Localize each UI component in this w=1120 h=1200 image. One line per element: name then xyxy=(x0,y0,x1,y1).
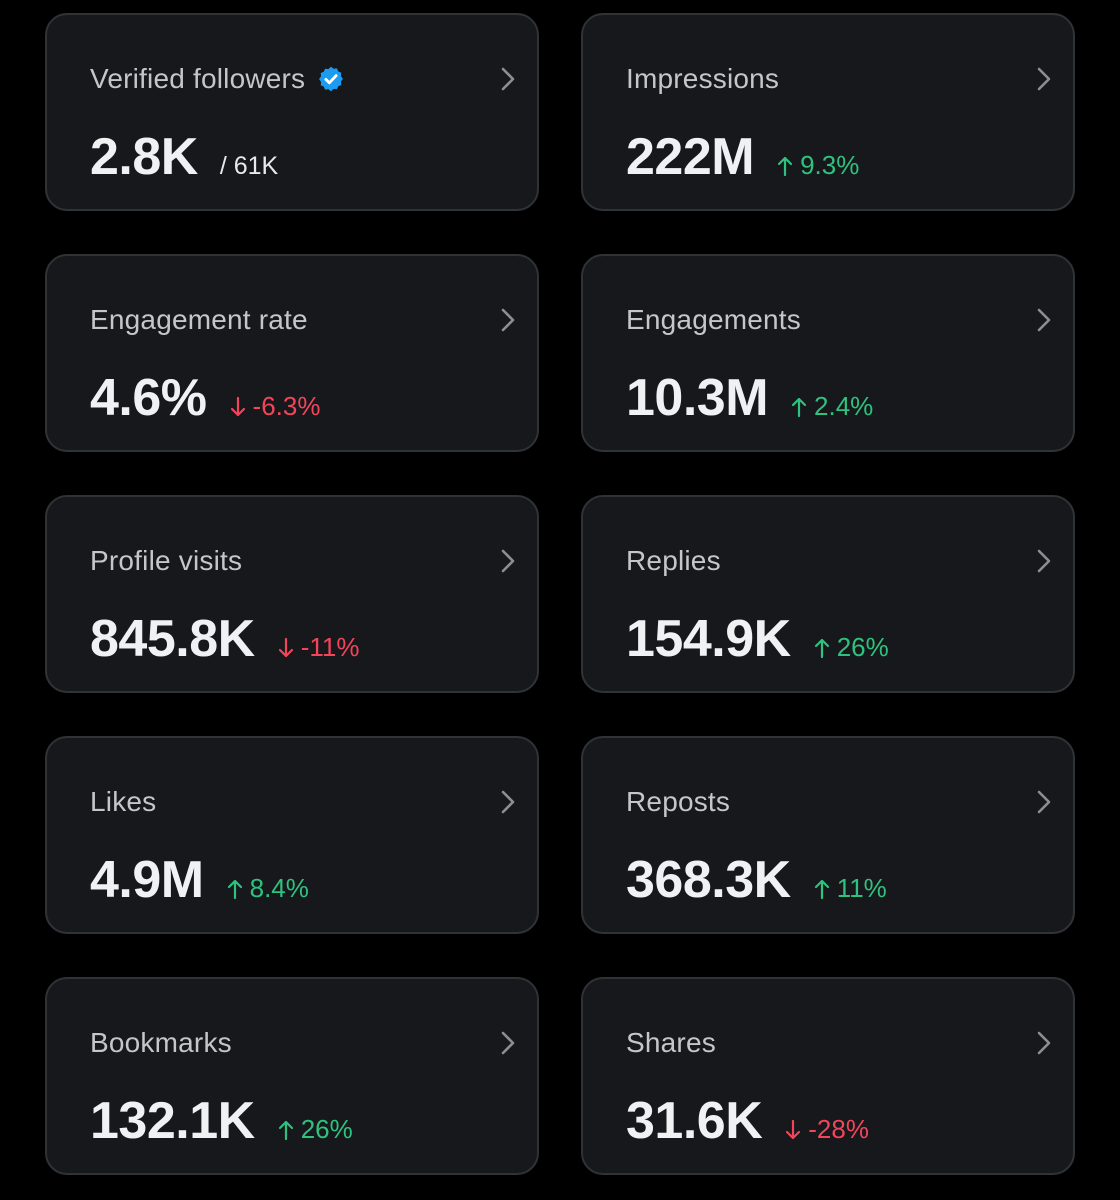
card-value-row: 4.6% -6.3% xyxy=(90,368,320,428)
card-delta-value: 26% xyxy=(836,632,889,662)
card-value-row: 154.9K 26% xyxy=(626,609,889,669)
card-delta: -11% xyxy=(277,632,360,663)
card-label: Verified followers xyxy=(90,63,306,94)
card-value-row: 31.6K -28% xyxy=(626,1091,869,1151)
card-delta-value: -11% xyxy=(300,632,360,662)
card-value-row: 132.1K 26% xyxy=(90,1091,353,1151)
card-engagements[interactable]: Engagements 10.3M 2.4% xyxy=(581,254,1075,452)
card-label: Engagements xyxy=(626,304,801,335)
card-value: 2.8K xyxy=(90,128,198,186)
chevron-right-icon[interactable] xyxy=(1033,306,1055,334)
card-header: Likes xyxy=(90,784,156,820)
arrow-down-icon xyxy=(230,396,245,417)
card-value-row: 2.8K / 61K xyxy=(90,127,278,187)
chevron-right-icon[interactable] xyxy=(1033,1029,1055,1057)
chevron-right-icon[interactable] xyxy=(497,1029,519,1057)
card-delta: 26% xyxy=(813,632,889,663)
card-header: Shares xyxy=(626,1025,716,1061)
card-label: Reposts xyxy=(626,786,731,817)
card-label: Replies xyxy=(626,545,721,576)
arrow-up-icon xyxy=(814,879,829,900)
card-delta-value: 26% xyxy=(300,1114,353,1144)
chevron-right-icon[interactable] xyxy=(497,788,519,816)
card-delta: 9.3% xyxy=(776,150,859,181)
card-delta: -28% xyxy=(784,1114,869,1145)
card-value-row: 222M 9.3% xyxy=(626,127,859,187)
card-label: Shares xyxy=(626,1027,716,1058)
card-delta-value: 11% xyxy=(836,873,887,903)
chevron-right-icon[interactable] xyxy=(1033,788,1055,816)
card-reposts[interactable]: Reposts 368.3K 11% xyxy=(581,736,1075,934)
card-header: Impressions xyxy=(626,61,779,97)
card-value-row: 4.9M 8.4% xyxy=(90,850,309,910)
card-engagement-rate[interactable]: Engagement rate 4.6% -6.3% xyxy=(45,254,539,452)
card-value: 4.9M xyxy=(90,851,204,909)
card-value: 154.9K xyxy=(626,610,791,668)
card-header: Replies xyxy=(626,543,721,579)
card-value-row: 368.3K 11% xyxy=(626,850,887,910)
card-impressions[interactable]: Impressions 222M 9.3% xyxy=(581,13,1075,211)
card-label: Impressions xyxy=(626,63,780,94)
arrow-up-icon xyxy=(791,397,807,418)
arrow-up-icon xyxy=(814,638,829,659)
chevron-right-icon[interactable] xyxy=(497,65,519,93)
card-value: 10.3M xyxy=(626,369,769,427)
card-delta-value: 8.4% xyxy=(249,873,309,903)
card-verified-followers[interactable]: Verified followers 2.8K / 61K xyxy=(45,13,539,211)
card-delta: 26% xyxy=(277,1114,353,1145)
card-label: Bookmarks xyxy=(90,1027,232,1058)
card-delta: -6.3% xyxy=(229,391,321,422)
card-value: 4.6% xyxy=(90,369,207,427)
card-bookmarks[interactable]: Bookmarks 132.1K 26% xyxy=(45,977,539,1175)
card-delta-value: -6.3% xyxy=(252,391,321,421)
card-label: Likes xyxy=(90,786,157,817)
card-likes[interactable]: Likes 4.9M 8.4% xyxy=(45,736,539,934)
card-profile-visits[interactable]: Profile visits 845.8K -11% xyxy=(45,495,539,693)
arrow-up-icon xyxy=(227,879,242,900)
card-value-row: 845.8K -11% xyxy=(90,609,359,669)
card-header: Reposts xyxy=(626,784,730,820)
card-header: Bookmarks xyxy=(90,1025,232,1061)
card-value: 368.3K xyxy=(626,851,791,909)
arrow-up-icon xyxy=(278,1120,293,1141)
arrow-up-icon xyxy=(777,156,793,177)
card-delta: 8.4% xyxy=(226,873,309,904)
card-delta: 2.4% xyxy=(790,391,873,422)
card-header: Engagements xyxy=(626,302,801,338)
metrics-grid: Verified followers 2.8K / 61K Impression… xyxy=(45,13,1075,1175)
card-delta-value: 9.3% xyxy=(800,150,860,180)
chevron-right-icon[interactable] xyxy=(1033,65,1055,93)
chevron-right-icon[interactable] xyxy=(497,306,519,334)
card-delta-value: 2.4% xyxy=(814,391,874,421)
card-header: Engagement rate xyxy=(90,302,308,338)
card-header: Profile visits xyxy=(90,543,242,579)
arrow-down-icon xyxy=(278,637,293,658)
chevron-right-icon[interactable] xyxy=(1033,547,1055,575)
arrow-down-icon xyxy=(786,1119,801,1140)
card-delta: 11% xyxy=(813,873,887,904)
card-label: Engagement rate xyxy=(90,304,308,335)
card-delta-value: -28% xyxy=(808,1114,869,1144)
card-label: Profile visits xyxy=(90,545,243,576)
card-value: 845.8K xyxy=(90,610,255,668)
card-value: 132.1K xyxy=(90,1092,255,1150)
card-shares[interactable]: Shares 31.6K -28% xyxy=(581,977,1075,1175)
card-value: 31.6K xyxy=(626,1092,763,1150)
chevron-right-icon[interactable] xyxy=(497,547,519,575)
card-value: 222M xyxy=(626,128,755,186)
verified-badge-icon xyxy=(317,65,345,93)
card-replies[interactable]: Replies 154.9K 26% xyxy=(581,495,1075,693)
card-header: Verified followers xyxy=(90,61,345,97)
card-value-row: 10.3M 2.4% xyxy=(626,368,873,428)
card-total: / 61K xyxy=(219,152,279,180)
